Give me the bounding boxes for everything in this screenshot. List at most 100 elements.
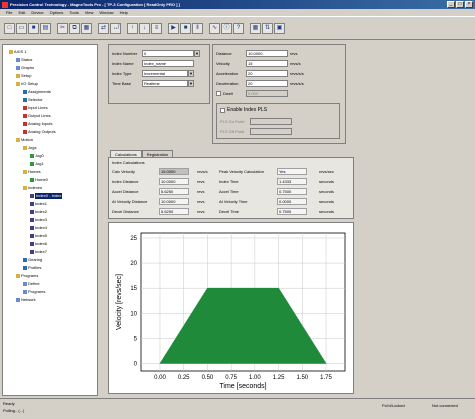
x-tick-label: 1.75	[320, 375, 332, 381]
tree-item-label: Motion	[21, 137, 34, 142]
help-icon[interactable]: ?	[233, 22, 244, 34]
velocity-field[interactable]: 15	[246, 59, 288, 67]
copy-icon[interactable]: ⧉	[69, 22, 80, 34]
maximize-button[interactable]: □	[456, 1, 464, 8]
connect-icon[interactable]: ⇄	[98, 22, 109, 34]
gear-icon	[23, 258, 27, 262]
tree-item-label: Graphs	[21, 65, 35, 70]
download-icon[interactable]: ↓	[139, 22, 150, 34]
new-file-icon[interactable]: □	[4, 22, 15, 34]
time-base-select[interactable]: Realtime	[142, 79, 188, 87]
enable-pls-checkbox[interactable]	[220, 107, 225, 113]
tree-item[interactable]: Graphs	[16, 65, 34, 71]
calc-cell: Yes	[277, 168, 307, 175]
tree-item[interactable]: Jogs	[23, 145, 36, 151]
tree-item[interactable]: Programs	[23, 289, 45, 295]
tree-item[interactable]: Input Lines	[23, 105, 48, 111]
menu-edit[interactable]: Edit	[18, 10, 26, 15]
index-type-select[interactable]: Incremental	[142, 69, 188, 77]
index-number-field[interactable]: 0	[142, 49, 194, 57]
save-icon[interactable]: ■	[28, 22, 39, 34]
graph-icon[interactable]: ∿	[209, 22, 220, 34]
print-icon[interactable]: ▤	[40, 22, 51, 34]
tree-item[interactable]: Index4	[30, 225, 47, 231]
tree-item[interactable]: Network	[16, 297, 36, 303]
calculations-panel: Index Calculations Calc Velocity 15.0000 r…	[108, 157, 354, 219]
chevron-down-icon[interactable]: ▼	[188, 79, 194, 87]
calc-cell: Calc Velocity	[112, 169, 135, 174]
tree-item[interactable]: Index3	[30, 217, 47, 223]
tree-item[interactable]: Index1	[30, 201, 47, 207]
folder-icon	[16, 274, 20, 278]
chevron-down-icon[interactable]: ▼	[188, 69, 194, 77]
pls-off-field[interactable]	[250, 127, 292, 135]
stop-icon[interactable]: ■	[180, 22, 191, 34]
doc-icon	[16, 298, 20, 302]
distance-field[interactable]: 10.0000	[246, 49, 288, 57]
upload-icon[interactable]: ↑	[127, 22, 138, 34]
dwell-field[interactable]: 0.000	[246, 89, 288, 97]
chevron-down-icon[interactable]: ▼	[194, 49, 200, 57]
minimize-button[interactable]: _	[447, 1, 455, 8]
doc-icon	[16, 58, 20, 62]
tree-item[interactable]: Jog0	[30, 153, 44, 159]
status-icon[interactable]: ⓘ	[221, 22, 232, 34]
tab-calculations[interactable]: Calculations	[110, 150, 142, 158]
pls-on-field[interactable]	[250, 117, 292, 125]
tree-item[interactable]: Home0	[30, 177, 48, 183]
tree-item[interactable]: Index7	[30, 249, 47, 255]
dwell-checkbox[interactable]	[216, 90, 221, 96]
tree-item[interactable]: Status	[16, 57, 32, 63]
menu-options[interactable]: Options	[49, 10, 64, 15]
close-button[interactable]: ×	[465, 1, 473, 8]
menu-tools[interactable]: Tools	[69, 10, 79, 15]
tree-item[interactable]: Analog Outputs	[23, 129, 56, 135]
tree-item[interactable]: Output Lines	[23, 113, 51, 119]
calc-cell: seconds	[319, 199, 334, 204]
tree-item[interactable]: Motion	[16, 137, 33, 143]
deceleration-field[interactable]: 20	[246, 79, 288, 87]
tree-item-label: Jog0	[35, 153, 44, 158]
tree-item[interactable]: Index2	[30, 209, 47, 215]
tree-item[interactable]: Programs	[16, 273, 38, 279]
tree-item[interactable]: Indexes	[23, 185, 42, 191]
calc-cell: revs	[197, 209, 205, 214]
tree-item[interactable]: Define	[23, 281, 40, 287]
y-tick-label: 5	[134, 336, 138, 342]
window-icon[interactable]: ▣	[274, 22, 285, 34]
menu-window[interactable]: Window	[99, 10, 114, 15]
calc-cell: 5.6250	[159, 208, 189, 215]
velocity-chart: 0.00 0.25 0.50 0.75 1.00 1.25 1.50 1.75 0 5 10 15 20…	[116, 232, 346, 390]
tree-item[interactable]: Index6	[30, 241, 47, 247]
disconnect-icon[interactable]: ↮	[110, 22, 121, 34]
open-folder-icon[interactable]: ▭	[16, 22, 27, 34]
io-icon[interactable]: ⇅	[262, 22, 273, 34]
menu-view[interactable]: View	[84, 10, 94, 15]
tree-item[interactable]: I/O Setup	[16, 81, 38, 87]
grid-icon[interactable]: ▦	[250, 22, 261, 34]
tree-item[interactable]: Jog1	[30, 161, 44, 167]
tree-item[interactable]: Profiles	[23, 265, 41, 271]
menu-help[interactable]: Help	[119, 10, 128, 15]
pause-icon[interactable]: ‖	[192, 22, 203, 34]
index-name-field[interactable]: Index_name	[142, 59, 194, 67]
run-icon[interactable]: ▶	[168, 22, 179, 34]
folder-icon	[9, 50, 13, 54]
paste-icon[interactable]: ▦	[81, 22, 92, 34]
cut-icon[interactable]: ✂	[57, 22, 68, 34]
tree-item[interactable]: Assignments	[23, 89, 51, 95]
tree-item[interactable]: Gearing	[23, 257, 42, 263]
calc-cell: Decel Distance	[112, 209, 139, 214]
menu-device[interactable]: Device	[31, 10, 44, 15]
tree-item[interactable]: Analog Inputs	[23, 121, 52, 127]
tree-item[interactable]: AXIS 1	[9, 49, 26, 55]
tree-item[interactable]: Homes	[23, 169, 41, 175]
acceleration-field[interactable]: 20	[246, 69, 288, 77]
compare-icon[interactable]: ≡	[151, 22, 162, 34]
menu-file[interactable]: File	[6, 10, 13, 15]
tree-item[interactable]: Index5	[30, 233, 47, 239]
tab-registration[interactable]: Registration	[141, 150, 174, 158]
tree-item[interactable]: Index0 - Index	[30, 193, 63, 199]
tree-item[interactable]: Setup	[16, 73, 31, 79]
tree-item[interactable]: Selector	[23, 97, 43, 103]
